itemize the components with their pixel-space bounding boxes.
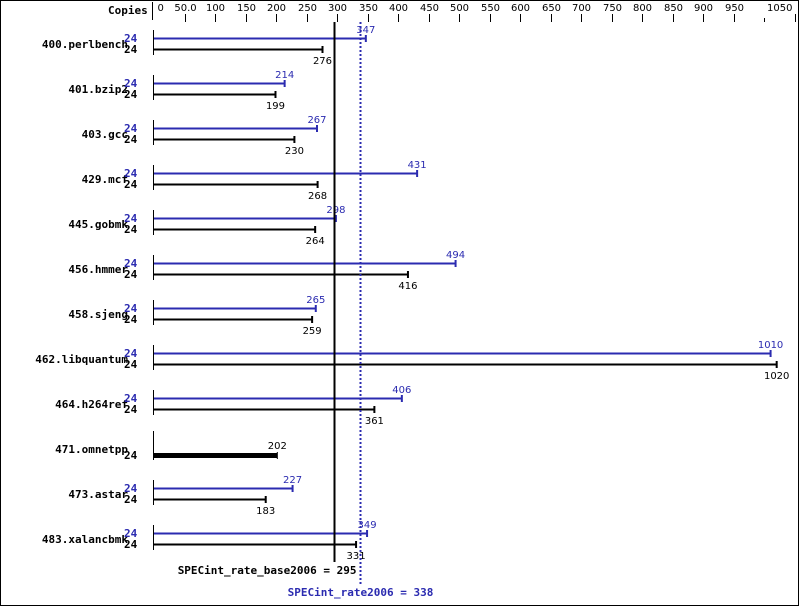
peak-value-label: 349: [358, 520, 377, 531]
peak-value-label: 227: [283, 475, 302, 486]
tick-label: 50.0: [174, 3, 196, 14]
tick-label: 200: [267, 3, 286, 14]
base-copies: 24: [124, 358, 138, 371]
base-copies: 24: [124, 403, 138, 416]
benchmark-label: 403.gcc: [82, 128, 128, 141]
base-value-label: 331: [347, 551, 366, 562]
base-copies: 24: [124, 538, 138, 551]
base-value-label: 361: [365, 416, 384, 427]
benchmark-label: 483.xalancbmk: [42, 533, 128, 546]
peak-copies: 24: [124, 32, 138, 45]
peak-value-label: 214: [275, 70, 294, 81]
tick-label: 600: [511, 3, 530, 14]
tick-label: 150: [237, 3, 256, 14]
benchmark-label: 462.libquantum: [35, 353, 128, 366]
benchmark-label: 429.mcf: [82, 173, 128, 186]
benchmark-label: 471.omnetpp: [55, 443, 128, 456]
base-copies: 24: [124, 43, 138, 56]
tick-label: 350: [359, 3, 378, 14]
peak-copies: 24: [124, 482, 138, 495]
base-value-label: 268: [308, 191, 327, 202]
peak-value-label: 406: [392, 385, 411, 396]
tick-label: 500: [450, 3, 469, 14]
tick-label: 0: [158, 3, 164, 14]
peak-copies: 24: [124, 167, 138, 180]
benchmark-label: 401.bzip2: [68, 83, 128, 96]
tick-label: 550: [481, 3, 500, 14]
peak-value-label: 1010: [758, 340, 783, 351]
base-copies: 24: [124, 133, 138, 146]
benchmark-label: 400.perlbench: [42, 38, 128, 51]
peak-value-label: 265: [306, 295, 325, 306]
tick-label: 100: [206, 3, 225, 14]
peak-copies: 24: [124, 212, 138, 225]
base-copies: 24: [124, 268, 138, 281]
base-copies: 24: [124, 493, 138, 506]
base-reference-label: SPECint_rate_base2006 = 295: [178, 564, 357, 577]
base-value-label: 259: [303, 326, 322, 337]
base-copies: 24: [124, 449, 138, 462]
tick-label: 900: [694, 3, 713, 14]
base-value-label: 202: [268, 441, 287, 452]
benchmark-label: 445.gobmk: [68, 218, 128, 231]
peak-reference-label: SPECint_rate2006 = 338: [288, 586, 434, 599]
base-copies: 24: [124, 223, 138, 236]
tick-label: 300: [328, 3, 347, 14]
benchmark-label: 458.sjeng: [68, 308, 128, 321]
peak-value-label: 494: [446, 250, 465, 261]
peak-copies: 24: [124, 347, 138, 360]
peak-copies: 24: [124, 257, 138, 270]
peak-value-label: 347: [356, 25, 375, 36]
benchmark-label: 456.hmmer: [68, 263, 128, 276]
base-value-label: 1020: [764, 371, 789, 382]
base-value-label: 230: [285, 146, 304, 157]
peak-copies: 24: [124, 392, 138, 405]
peak-value-label: 298: [326, 205, 345, 216]
peak-value-label: 431: [408, 160, 427, 171]
base-value-label: 416: [398, 281, 417, 292]
peak-copies: 24: [124, 527, 138, 540]
tick-label: 1050: [767, 3, 792, 14]
tick-label: 450: [420, 3, 439, 14]
peak-copies: 24: [124, 302, 138, 315]
tick-label: 750: [603, 3, 622, 14]
base-copies: 24: [124, 88, 138, 101]
base-value-label: 264: [306, 236, 325, 247]
tick-label: 850: [664, 3, 683, 14]
copies-header: Copies: [108, 4, 148, 17]
tick-label: 950: [725, 3, 744, 14]
peak-copies: 24: [124, 122, 138, 135]
base-value-label: 199: [266, 101, 285, 112]
peak-copies: 24: [124, 77, 138, 90]
benchmark-label: 473.astar: [68, 488, 128, 501]
tick-label: 650: [542, 3, 561, 14]
tick-label: 700: [572, 3, 591, 14]
base-copies: 24: [124, 313, 138, 326]
tick-label: 400: [389, 3, 408, 14]
base-value-label: 183: [256, 506, 275, 517]
tick-label: 250: [298, 3, 317, 14]
tick-label: 800: [633, 3, 652, 14]
base-value-label: 276: [313, 56, 332, 67]
benchmark-label: 464.h264ref: [55, 398, 128, 411]
base-copies: 24: [124, 178, 138, 191]
peak-value-label: 267: [307, 115, 326, 126]
